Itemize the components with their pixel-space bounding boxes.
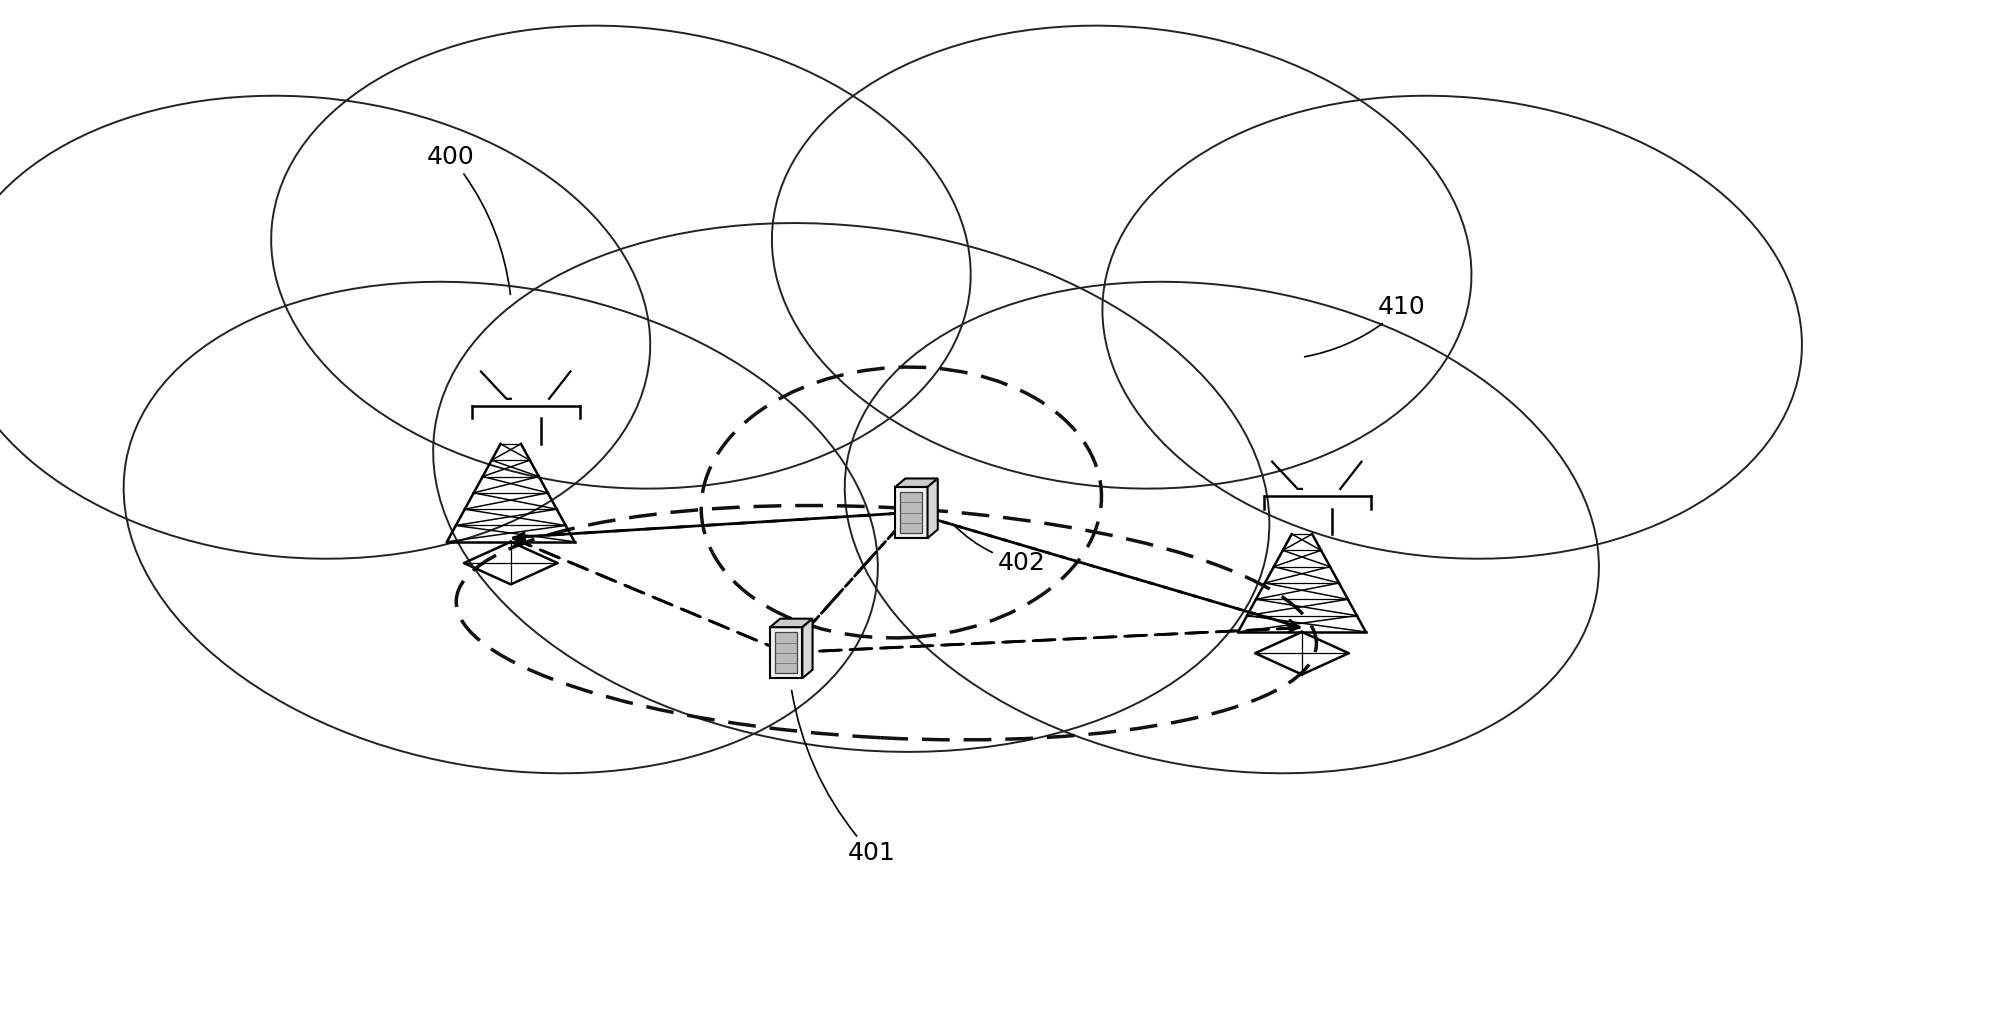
Polygon shape <box>769 619 813 627</box>
Text: 410: 410 <box>1304 295 1426 357</box>
Polygon shape <box>899 492 923 533</box>
Text: 400: 400 <box>427 145 511 294</box>
Polygon shape <box>895 478 937 487</box>
Polygon shape <box>803 619 813 678</box>
Text: 401: 401 <box>791 690 895 865</box>
Polygon shape <box>775 632 797 673</box>
Text: 402: 402 <box>953 525 1046 574</box>
Polygon shape <box>895 487 927 538</box>
Polygon shape <box>927 478 937 538</box>
Polygon shape <box>769 627 803 678</box>
